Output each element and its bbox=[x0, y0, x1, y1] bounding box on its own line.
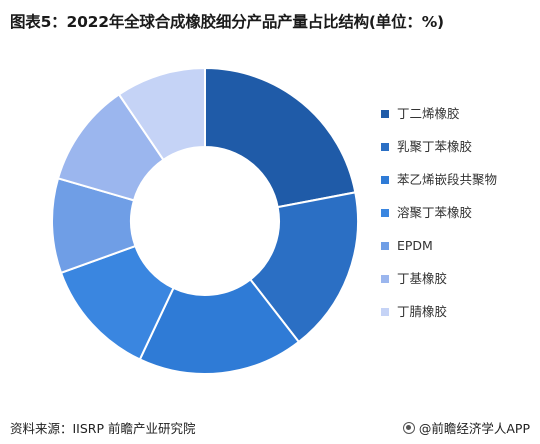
chart-title: 图表5：2022年全球合成橡胶细分产品产量占比结构(单位：%) bbox=[10, 13, 444, 31]
legend-label: 乳聚丁苯橡胶 bbox=[397, 139, 473, 154]
legend-item-sbc: 苯乙烯嵌段共聚物 bbox=[381, 172, 531, 187]
legend-swatch bbox=[381, 209, 389, 217]
legend-label: 苯乙烯嵌段共聚物 bbox=[397, 172, 498, 187]
legend-item-ssbr: 溶聚丁苯橡胶 bbox=[381, 205, 531, 220]
footer: 资料来源：IISRP 前瞻产业研究院 @前瞻经济学人APP bbox=[10, 418, 530, 436]
legend-item-esbr: 乳聚丁苯橡胶 bbox=[381, 139, 531, 154]
legend-item-butadiene-rubber: 丁二烯橡胶 bbox=[381, 106, 531, 121]
legend-swatch bbox=[381, 110, 389, 118]
legend-item-butyl-rubber: 丁基橡胶 bbox=[381, 271, 531, 286]
legend: 丁二烯橡胶 乳聚丁苯橡胶 苯乙烯嵌段共聚物 溶聚丁苯橡胶 EPDM 丁基橡胶 丁… bbox=[381, 106, 531, 337]
legend-swatch bbox=[381, 176, 389, 184]
legend-item-epdm: EPDM bbox=[381, 238, 531, 253]
legend-label: 丁二烯橡胶 bbox=[397, 106, 460, 121]
donut-slice-butadiene-rubber bbox=[204, 66, 357, 209]
source-note: 资料来源：IISRP 前瞻产业研究院 bbox=[10, 421, 196, 436]
legend-label: 丁基橡胶 bbox=[397, 271, 448, 286]
brand-text: @前瞻经济学人APP bbox=[418, 421, 530, 436]
legend-label: 溶聚丁苯橡胶 bbox=[397, 205, 473, 220]
donut-slice-sbc bbox=[138, 278, 301, 375]
donut-slice-esbr bbox=[248, 191, 359, 344]
brand-logo-icon bbox=[402, 421, 415, 434]
legend-swatch bbox=[381, 242, 389, 250]
legend-swatch bbox=[381, 143, 389, 151]
legend-label: 丁腈橡胶 bbox=[397, 304, 448, 319]
legend-label: EPDM bbox=[397, 238, 433, 253]
donut-slice-nitrile-rubber bbox=[117, 66, 206, 162]
brand-credit: @前瞻经济学人APP bbox=[402, 418, 530, 437]
legend-item-nitrile-rubber: 丁腈橡胶 bbox=[381, 304, 531, 319]
legend-swatch bbox=[381, 275, 389, 283]
legend-swatch bbox=[381, 308, 389, 316]
